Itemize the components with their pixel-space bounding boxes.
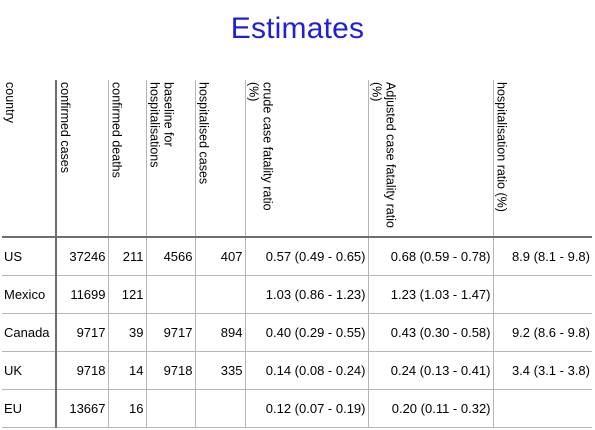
table-cell: 11699 [55,275,108,314]
table-row: UK 9718 14 9718 335 0.14 (0.08 - 0.24) 0… [2,351,592,390]
table-cell [145,389,195,428]
table-cell: 13667 [55,389,108,428]
table-row: US 37246 211 4566 407 0.57 (0.49 - 0.65)… [2,237,592,276]
table-cell: 0.43 (0.30 - 0.58) [367,313,493,352]
table-cell: 9.2 (8.6 - 9.8) [492,313,592,352]
column-header-confirmed-cases: confirmed cases [55,80,108,238]
table-cell: 39 [107,313,146,352]
column-header-adjusted-cfr: Adjusted case fatality ratio (%) [367,80,493,238]
table-row: EU 13667 16 0.12 (0.07 - 0.19) 0.20 (0.1… [2,389,592,428]
table-cell: 335 [194,351,245,390]
table-cell [145,275,195,314]
column-header-crude-cfr: crude case fatality ratio (%) [244,80,368,238]
table-cell: 0.68 (0.59 - 0.78) [367,237,493,276]
table-cell: 8.9 (8.1 - 9.8) [492,237,592,276]
header-row: country confirmed cases confirmed deaths… [2,80,592,238]
table-cell [492,275,592,314]
column-header-confirmed-deaths: confirmed deaths [107,80,146,238]
column-header-baseline: baseline for hospitalisations [145,80,195,238]
country-cell: Mexico [2,275,56,314]
page-title: Estimates [230,12,365,45]
table-cell: 0.20 (0.11 - 0.32) [367,389,493,428]
table-cell: 16 [107,389,146,428]
table-cell: 9717 [55,313,108,352]
table-cell: 4566 [145,237,195,276]
country-cell: Canada [2,313,56,352]
table-cell: 0.57 (0.49 - 0.65) [244,237,368,276]
table-cell [492,389,592,428]
table-cell: 121 [107,275,146,314]
table-cell: 37246 [55,237,108,276]
table-row: Canada 9717 39 9717 894 0.40 (0.29 - 0.5… [2,313,592,352]
country-cell: US [2,237,56,276]
country-cell: EU [2,389,56,428]
table-row: Mexico 11699 121 1.03 (0.86 - 1.23) 1.23… [2,275,592,314]
table-cell: 9718 [145,351,195,390]
table-cell: 1.03 (0.86 - 1.23) [244,275,368,314]
table-cell: 9718 [55,351,108,390]
table-cell: 14 [107,351,146,390]
table-cell: 407 [194,237,245,276]
table-cell: 9717 [145,313,195,352]
column-header-country: country [2,80,56,238]
table-cell: 894 [194,313,245,352]
table-cell: 3.4 (3.1 - 3.8) [492,351,592,390]
estimates-table: country confirmed cases confirmed deaths… [2,80,592,428]
table-cell: 0.12 (0.07 - 0.19) [244,389,368,428]
country-cell: UK [2,351,56,390]
table-cell [194,389,245,428]
column-header-hospitalisation-ratio: hospitalisation ratio (%) [492,80,592,238]
column-header-hospitalised: hospitalised cases [194,80,245,238]
table-cell: 0.40 (0.29 - 0.55) [244,313,368,352]
table-cell [194,275,245,314]
table-cell: 1.23 (1.03 - 1.47) [367,275,493,314]
table-cell: 0.24 (0.13 - 0.41) [367,351,493,390]
table-cell: 0.14 (0.08 - 0.24) [244,351,368,390]
table-cell: 211 [107,237,146,276]
